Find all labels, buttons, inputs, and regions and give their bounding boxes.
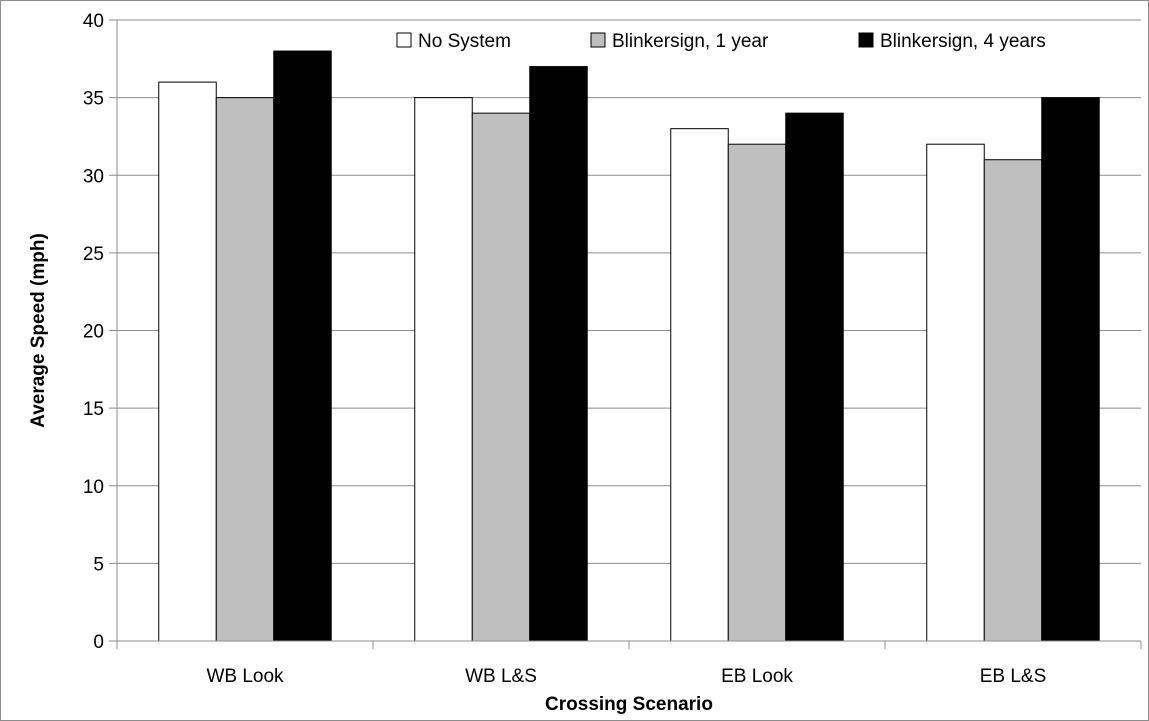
bar <box>983 159 1043 642</box>
labels: 0 5 10 15 20 25 30 35 40 WB Look WB L&S EB Look EB L… <box>83 11 1046 687</box>
bar <box>273 50 332 642</box>
legend-label: No System <box>418 31 511 52</box>
y-tick-label: 20 <box>83 322 104 343</box>
y-tick-label: 30 <box>83 166 104 187</box>
bar <box>414 97 473 642</box>
legend-swatch <box>590 32 606 48</box>
bar <box>215 97 275 642</box>
bar <box>926 143 985 642</box>
bar <box>727 143 787 642</box>
y-tick-label: 5 <box>93 554 104 575</box>
bars <box>158 50 1100 642</box>
legend: No System Blinkersign, 1 year Blinkersign,… <box>396 31 1046 52</box>
x-category-label: WB Look <box>206 666 284 687</box>
x-category-label: WB L&S <box>465 666 537 687</box>
bar <box>1041 97 1100 642</box>
bar <box>785 112 844 642</box>
x-category-label: EB Look <box>721 666 793 687</box>
bar <box>529 66 588 642</box>
legend-label: Blinkersign, 1 year <box>612 31 769 52</box>
bar <box>670 128 729 642</box>
y-tick-label: 15 <box>83 399 104 420</box>
axes <box>109 19 1142 649</box>
legend-swatch <box>396 32 412 48</box>
y-tick-label: 0 <box>93 632 104 653</box>
y-tick-label: 40 <box>83 11 104 32</box>
bar <box>471 112 531 642</box>
bar <box>158 81 217 642</box>
y-axis-title: Average Speed (mph) <box>28 233 49 428</box>
legend-label: Blinkersign, 4 years <box>880 31 1046 52</box>
x-category-label: EB L&S <box>980 666 1047 687</box>
x-axis-title: Crossing Scenario <box>545 694 713 715</box>
legend-swatch <box>858 32 874 48</box>
y-tick-label: 35 <box>83 89 104 110</box>
y-tick-label: 10 <box>83 477 104 498</box>
y-tick-label: 25 <box>83 244 104 265</box>
